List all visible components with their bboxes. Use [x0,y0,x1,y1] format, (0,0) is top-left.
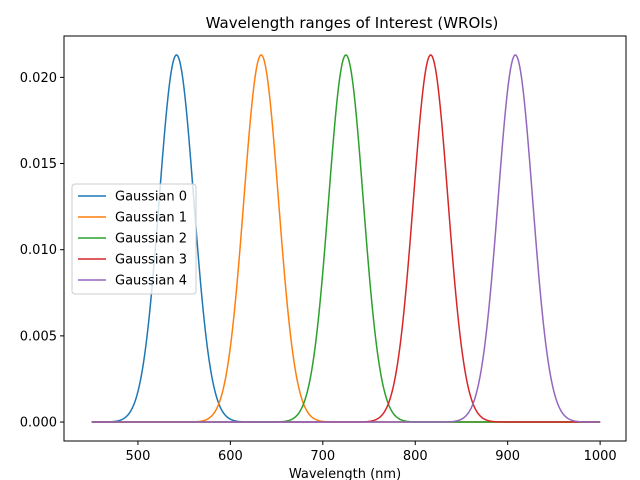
legend-label-gaussian-1: Gaussian 1 [115,211,187,226]
legend-label-gaussian-3: Gaussian 3 [115,253,187,268]
chart-title: Wavelength ranges of Interest (WROIs) [206,14,499,32]
y-tick-label: 0.000 [20,416,57,431]
y-tick-label: 0.020 [20,71,57,86]
y-tick-label: 0.010 [20,243,57,258]
ticks-layer: 500 600 700 800 900 1000 0.000 0.005 0.010 0.015 0… [20,71,617,464]
x-tick-label: 500 [126,449,151,464]
legend-box [71,183,197,295]
legend-label-gaussian-4: Gaussian 4 [115,274,187,289]
x-tick-label: 900 [495,449,520,464]
x-axis-label: Wavelength (nm) [289,467,401,480]
axes-frame [63,35,627,442]
x-tick-label: 700 [310,449,335,464]
series-layer [91,54,601,423]
x-tick-label: 800 [403,449,428,464]
y-tick-label: 0.005 [20,329,57,344]
legend-label-gaussian-2: Gaussian 2 [115,232,187,247]
legend: Gaussian 0 Gaussian 1 Gaussian 2 Gaussian 3… [71,183,197,295]
y-tick-label: 0.015 [20,157,57,172]
series-line-gaussian-4 [91,54,601,423]
legend-label-gaussian-0: Gaussian 0 [115,190,187,205]
x-tick-label: 1000 [584,449,617,464]
x-tick-label: 600 [218,449,243,464]
